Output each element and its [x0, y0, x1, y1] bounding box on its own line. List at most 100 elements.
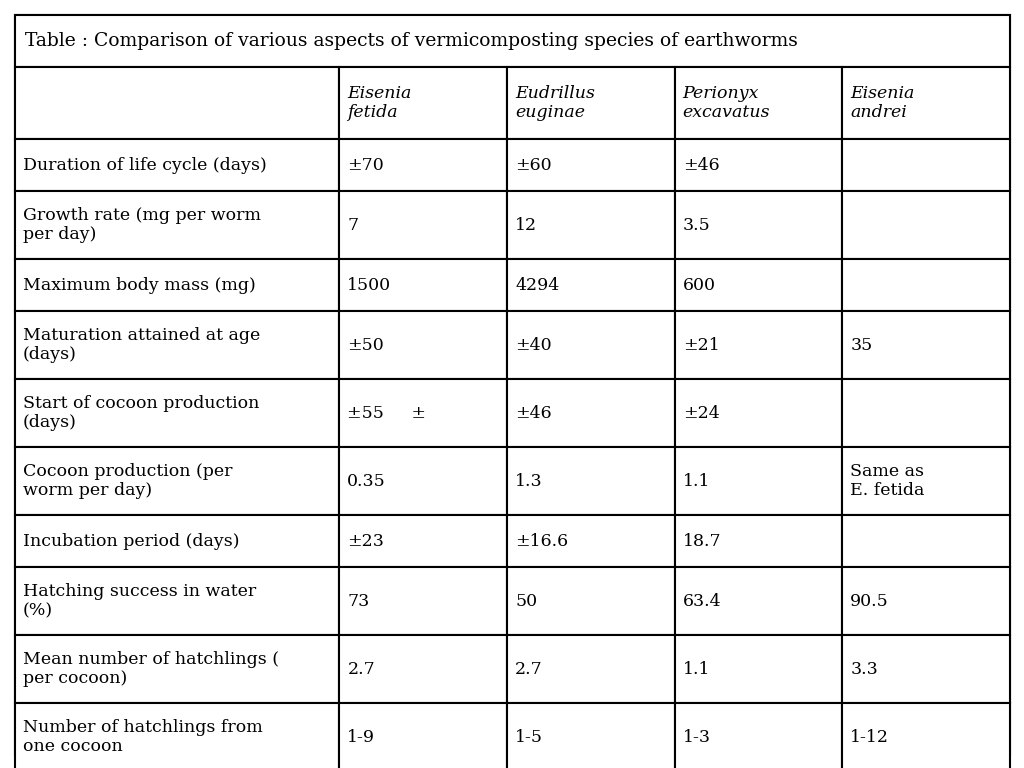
Text: 2.7: 2.7 — [347, 660, 375, 677]
Text: Duration of life cycle (days): Duration of life cycle (days) — [23, 157, 266, 174]
Text: 1.1: 1.1 — [683, 660, 711, 677]
Bar — [843, 447, 1010, 515]
Text: Eisenia
andrei: Eisenia andrei — [850, 84, 914, 121]
Bar — [507, 191, 675, 259]
Text: Same as
E. fetida: Same as E. fetida — [850, 462, 925, 499]
Bar — [675, 311, 843, 379]
Bar — [339, 259, 507, 311]
Text: 1-5: 1-5 — [515, 729, 543, 746]
Text: 1500: 1500 — [347, 276, 391, 293]
Text: Maximum body mass (mg): Maximum body mass (mg) — [23, 276, 256, 293]
Text: ±70: ±70 — [347, 157, 384, 174]
Text: 1-9: 1-9 — [347, 729, 376, 746]
Bar — [15, 259, 339, 311]
Text: Number of hatchlings from
one cocoon: Number of hatchlings from one cocoon — [23, 719, 263, 755]
Bar — [675, 515, 843, 567]
Text: Maturation attained at age
(days): Maturation attained at age (days) — [23, 326, 260, 363]
Bar — [507, 139, 675, 191]
Bar — [507, 515, 675, 567]
Text: ±40: ±40 — [515, 336, 552, 353]
Bar — [675, 191, 843, 259]
Bar — [15, 191, 339, 259]
Bar — [15, 447, 339, 515]
Text: 73: 73 — [347, 592, 370, 610]
Bar — [843, 703, 1010, 768]
Bar — [843, 567, 1010, 635]
Text: ±55     ±: ±55 ± — [347, 405, 426, 422]
Text: ±24: ±24 — [683, 405, 720, 422]
Text: Cocoon production (per
worm per day): Cocoon production (per worm per day) — [23, 462, 232, 499]
Bar — [339, 447, 507, 515]
Text: Mean number of hatchlings (
per cocoon): Mean number of hatchlings ( per cocoon) — [23, 650, 279, 687]
Bar — [15, 139, 339, 191]
Text: Table : Comparison of various aspects of vermicomposting species of earthworms: Table : Comparison of various aspects of… — [25, 32, 798, 50]
Text: Eudrillus
euginae: Eudrillus euginae — [515, 84, 595, 121]
Bar — [675, 379, 843, 447]
Bar — [675, 259, 843, 311]
Text: 2.7: 2.7 — [515, 660, 543, 677]
Bar — [339, 379, 507, 447]
Bar — [507, 311, 675, 379]
Text: 1-12: 1-12 — [850, 729, 889, 746]
Text: 7: 7 — [347, 217, 358, 233]
Bar — [15, 67, 339, 139]
Text: Perionyx
excavatus: Perionyx excavatus — [683, 84, 770, 121]
Bar — [843, 635, 1010, 703]
Text: 18.7: 18.7 — [683, 532, 721, 549]
Bar — [339, 191, 507, 259]
Text: ±50: ±50 — [347, 336, 384, 353]
Text: ±46: ±46 — [683, 157, 719, 174]
Bar — [507, 379, 675, 447]
Text: Eisenia
fetida: Eisenia fetida — [347, 84, 412, 121]
Bar — [15, 703, 339, 768]
Bar — [339, 567, 507, 635]
Bar — [675, 447, 843, 515]
Bar — [339, 515, 507, 567]
Text: 1-3: 1-3 — [683, 729, 711, 746]
Text: Start of cocoon production
(days): Start of cocoon production (days) — [23, 395, 259, 432]
Bar — [15, 311, 339, 379]
Bar — [15, 567, 339, 635]
Bar — [843, 379, 1010, 447]
Bar — [339, 635, 507, 703]
Text: 1.1: 1.1 — [683, 472, 711, 489]
Text: 63.4: 63.4 — [683, 592, 721, 610]
Bar — [843, 259, 1010, 311]
Bar — [15, 635, 339, 703]
Bar — [843, 191, 1010, 259]
Text: 3.3: 3.3 — [850, 660, 879, 677]
Text: ±23: ±23 — [347, 532, 384, 549]
Bar — [843, 311, 1010, 379]
Bar — [675, 67, 843, 139]
Text: 35: 35 — [850, 336, 872, 353]
Text: Incubation period (days): Incubation period (days) — [23, 532, 240, 549]
Text: Hatching success in water
(%): Hatching success in water (%) — [23, 583, 256, 619]
Bar — [15, 15, 1010, 67]
Text: 50: 50 — [515, 592, 538, 610]
Bar — [339, 139, 507, 191]
Text: Growth rate (mg per worm
per day): Growth rate (mg per worm per day) — [23, 207, 261, 243]
Bar — [339, 703, 507, 768]
Bar — [675, 703, 843, 768]
Bar — [675, 139, 843, 191]
Bar — [339, 311, 507, 379]
Bar — [843, 515, 1010, 567]
Bar — [843, 139, 1010, 191]
Text: 90.5: 90.5 — [850, 592, 889, 610]
Text: 3.5: 3.5 — [683, 217, 711, 233]
Bar — [675, 567, 843, 635]
Text: 4294: 4294 — [515, 276, 559, 293]
Text: 1.3: 1.3 — [515, 472, 543, 489]
Text: 600: 600 — [683, 276, 716, 293]
Bar — [675, 635, 843, 703]
Text: ±16.6: ±16.6 — [515, 532, 568, 549]
Bar — [507, 703, 675, 768]
Text: 0.35: 0.35 — [347, 472, 386, 489]
Bar — [15, 515, 339, 567]
Bar — [507, 567, 675, 635]
Text: 12: 12 — [515, 217, 538, 233]
Bar — [507, 447, 675, 515]
Text: ±46: ±46 — [515, 405, 552, 422]
Bar — [507, 635, 675, 703]
Text: ±21: ±21 — [683, 336, 720, 353]
